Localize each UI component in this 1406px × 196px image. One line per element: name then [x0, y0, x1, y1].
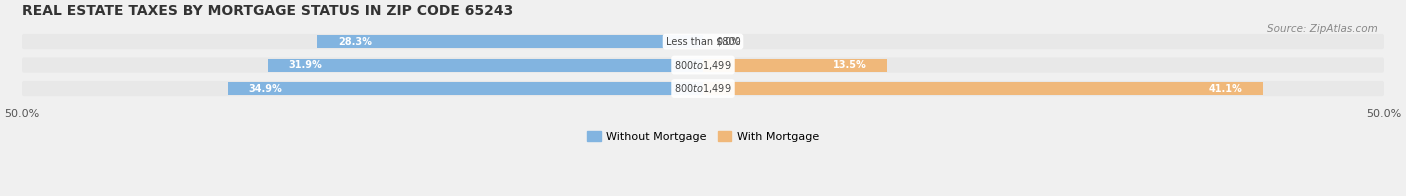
- FancyBboxPatch shape: [21, 81, 1385, 96]
- FancyBboxPatch shape: [21, 57, 1385, 73]
- FancyBboxPatch shape: [21, 34, 1385, 49]
- Text: Less than $800: Less than $800: [665, 36, 741, 47]
- Text: $800 to $1,499: $800 to $1,499: [675, 59, 731, 72]
- Text: 28.3%: 28.3%: [337, 36, 371, 47]
- Bar: [703, 59, 887, 72]
- Text: 31.9%: 31.9%: [288, 60, 322, 70]
- Text: 34.9%: 34.9%: [247, 83, 281, 93]
- Bar: [269, 59, 703, 72]
- Text: Source: ZipAtlas.com: Source: ZipAtlas.com: [1267, 24, 1378, 34]
- Text: 0.0%: 0.0%: [717, 36, 741, 47]
- Text: $800 to $1,499: $800 to $1,499: [675, 82, 731, 95]
- Text: REAL ESTATE TAXES BY MORTGAGE STATUS IN ZIP CODE 65243: REAL ESTATE TAXES BY MORTGAGE STATUS IN …: [21, 4, 513, 18]
- Legend: Without Mortgage, With Mortgage: Without Mortgage, With Mortgage: [582, 127, 824, 146]
- Bar: [318, 35, 703, 48]
- Bar: [228, 82, 703, 95]
- Text: 41.1%: 41.1%: [1209, 83, 1243, 93]
- Bar: [703, 82, 1263, 95]
- Text: 13.5%: 13.5%: [832, 60, 866, 70]
